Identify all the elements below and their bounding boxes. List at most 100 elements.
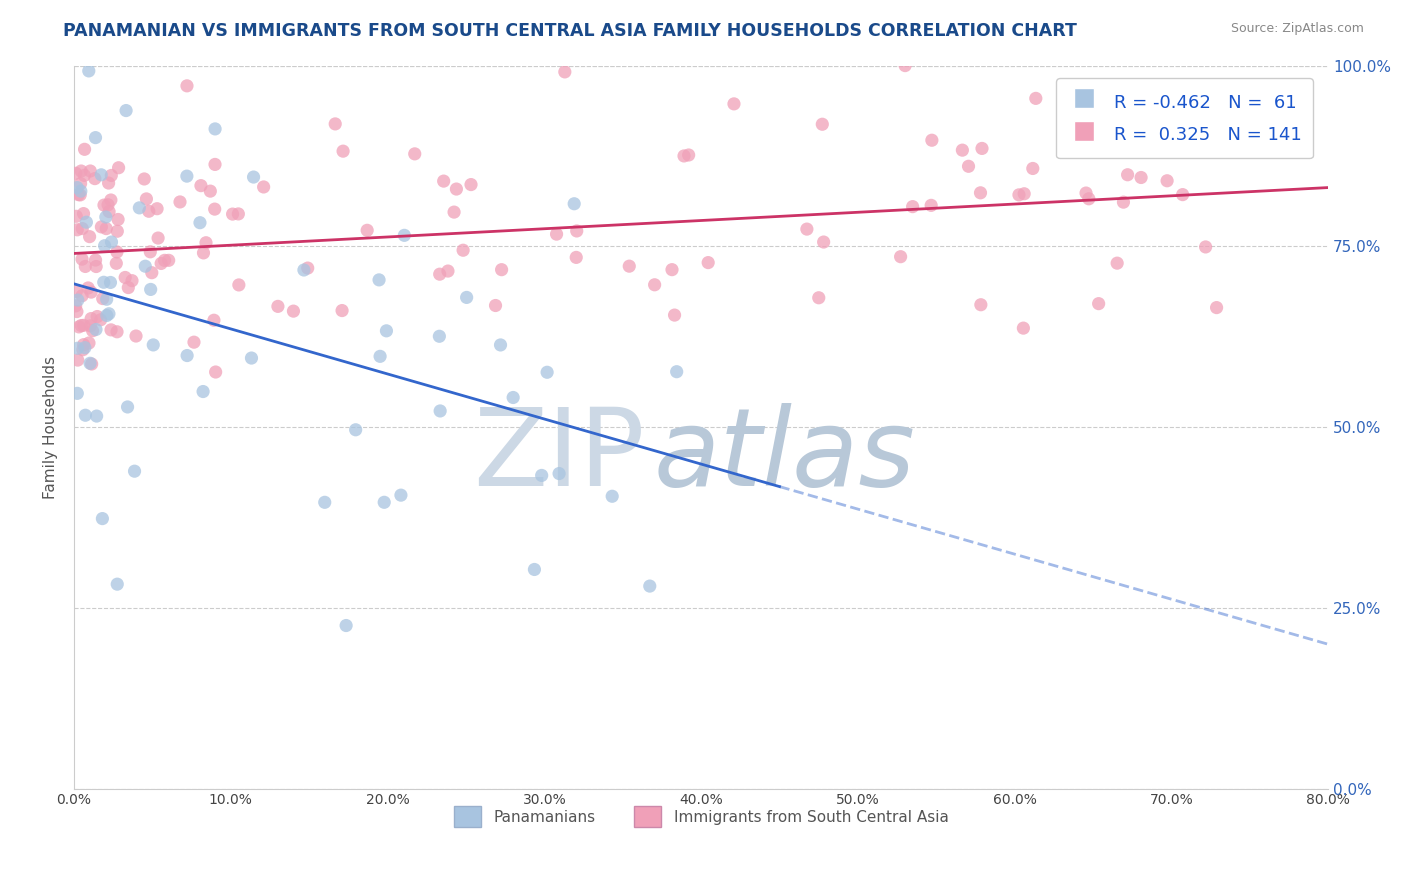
Point: [77, 63, 100, 78]
Point: [314, 495, 336, 509]
Point: [121, 274, 143, 288]
Point: [920, 198, 942, 212]
Point: [969, 186, 991, 200]
Point: [65, 299, 87, 313]
Point: [456, 290, 478, 304]
Point: [176, 349, 198, 363]
Point: [344, 423, 367, 437]
Point: [79, 356, 101, 370]
Point: [1025, 91, 1047, 105]
Point: [73, 169, 96, 183]
Y-axis label: Family Households: Family Households: [44, 356, 58, 499]
Point: [554, 65, 576, 79]
Point: [665, 365, 688, 379]
Point: [80, 311, 103, 326]
Point: [460, 178, 482, 192]
Point: [1156, 174, 1178, 188]
Point: [451, 244, 474, 258]
Point: [169, 194, 191, 209]
Point: [96, 292, 118, 306]
Point: [323, 117, 346, 131]
Point: [1087, 296, 1109, 310]
Point: [138, 204, 160, 219]
Point: [796, 222, 818, 236]
Point: [84, 260, 107, 274]
Point: [1022, 161, 1045, 176]
Point: [70, 318, 93, 333]
Point: [389, 488, 412, 502]
Point: [128, 201, 150, 215]
Point: [373, 495, 395, 509]
Point: [427, 329, 450, 343]
Point: [661, 262, 683, 277]
Point: [297, 261, 319, 276]
Point: [67, 187, 90, 202]
Point: [530, 468, 553, 483]
Point: [105, 256, 128, 270]
Point: [82, 324, 104, 338]
Point: [502, 391, 524, 405]
Point: [105, 577, 128, 591]
Point: [79, 229, 101, 244]
Point: [86, 409, 108, 423]
Point: [142, 338, 165, 352]
Point: [484, 298, 506, 312]
Point: [267, 299, 290, 313]
Point: [157, 253, 180, 268]
Point: [91, 292, 114, 306]
Point: [678, 148, 700, 162]
Point: [429, 267, 451, 281]
Point: [150, 256, 173, 270]
Point: [404, 146, 426, 161]
Point: [1116, 168, 1139, 182]
Point: [97, 198, 120, 212]
Point: [79, 318, 101, 333]
Point: [69, 184, 91, 198]
Point: [950, 143, 973, 157]
Point: [368, 273, 391, 287]
Point: [105, 224, 128, 238]
Point: [491, 262, 513, 277]
Point: [375, 324, 398, 338]
Point: [139, 282, 162, 296]
Point: [80, 357, 103, 371]
Point: [69, 177, 91, 191]
Point: [600, 489, 623, 503]
Point: [1171, 187, 1194, 202]
Point: [134, 172, 156, 186]
Point: [70, 164, 93, 178]
Point: [84, 253, 107, 268]
Point: [1077, 192, 1099, 206]
Point: [146, 202, 169, 216]
Point: [1194, 240, 1216, 254]
Point: [813, 235, 835, 249]
Point: [433, 174, 456, 188]
Point: [204, 157, 226, 171]
Point: [191, 384, 214, 399]
Point: [93, 275, 115, 289]
Point: [115, 103, 138, 118]
Point: [195, 235, 218, 250]
Point: [204, 122, 226, 136]
Text: PANAMANIAN VS IMMIGRANTS FROM SOUTH CENTRAL ASIA FAMILY HOUSEHOLDS CORRELATION C: PANAMANIAN VS IMMIGRANTS FROM SOUTH CENT…: [63, 22, 1077, 40]
Point: [134, 259, 156, 273]
Point: [253, 180, 276, 194]
Point: [638, 579, 661, 593]
Point: [83, 171, 105, 186]
Point: [94, 210, 117, 224]
Point: [356, 223, 378, 237]
Point: [1008, 187, 1031, 202]
Point: [86, 310, 108, 324]
Point: [1107, 256, 1129, 270]
Point: [1074, 186, 1097, 200]
Point: [565, 224, 588, 238]
Point: [697, 255, 720, 269]
Point: [228, 277, 250, 292]
Point: [335, 618, 357, 632]
Point: [72, 343, 94, 357]
Point: [890, 250, 912, 264]
Point: [1112, 195, 1135, 210]
Legend: Panamanians, Immigrants from South Central Asia: Panamanians, Immigrants from South Centr…: [446, 798, 956, 835]
Point: [93, 198, 115, 212]
Point: [124, 464, 146, 478]
